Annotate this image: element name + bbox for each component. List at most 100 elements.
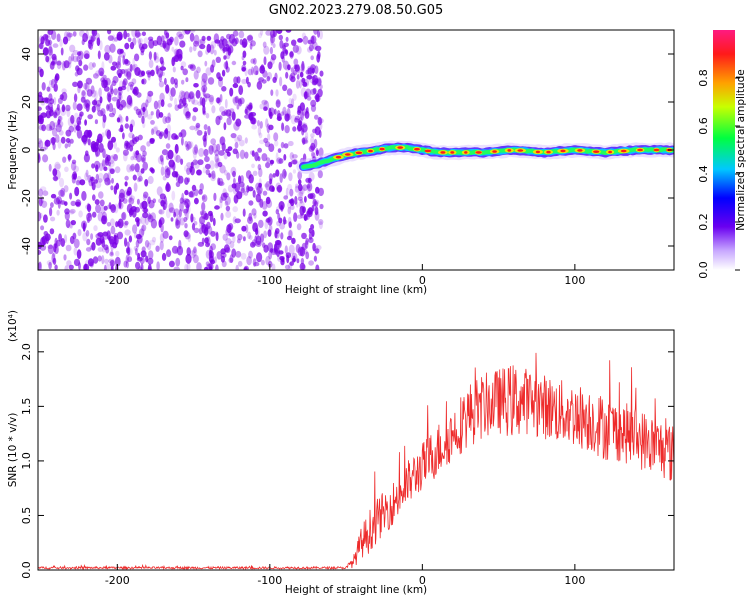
noise-speckle bbox=[107, 30, 112, 35]
noise-speckle bbox=[229, 254, 234, 263]
noise-speckle bbox=[262, 210, 268, 217]
noise-speckle bbox=[132, 57, 136, 67]
noise-speckle bbox=[166, 167, 171, 176]
noise-speckle bbox=[270, 33, 275, 39]
noise-speckle bbox=[221, 86, 227, 92]
noise-speckle bbox=[113, 154, 118, 162]
noise-speckle bbox=[213, 49, 217, 56]
noise-speckle bbox=[244, 137, 248, 144]
noise-speckle bbox=[287, 229, 294, 239]
noise-speckle bbox=[210, 138, 216, 145]
noise-speckle bbox=[261, 79, 267, 84]
noise-speckle bbox=[296, 74, 300, 80]
noise-speckle bbox=[106, 230, 111, 240]
noise-speckle bbox=[110, 250, 114, 256]
noise-speckle bbox=[168, 207, 175, 214]
noise-speckle bbox=[252, 258, 257, 267]
noise-speckle bbox=[303, 213, 307, 222]
noise-speckle bbox=[86, 202, 90, 211]
noise-speckle bbox=[50, 216, 56, 222]
noise-speckle bbox=[285, 71, 289, 79]
noise-speckle bbox=[318, 221, 323, 230]
noise-speckle bbox=[254, 235, 258, 244]
noise-speckle bbox=[72, 81, 78, 88]
track-peak bbox=[414, 147, 420, 151]
spectrogram-y-tick-label: -40 bbox=[20, 237, 33, 255]
noise-speckle bbox=[204, 213, 209, 221]
noise-speckle bbox=[54, 237, 58, 246]
noise-speckle bbox=[233, 177, 236, 185]
noise-speckle bbox=[263, 45, 270, 55]
noise-speckle bbox=[252, 170, 258, 176]
noise-speckle bbox=[113, 234, 117, 245]
noise-speckle bbox=[108, 155, 115, 165]
noise-speckle bbox=[76, 175, 82, 184]
noise-speckle bbox=[211, 105, 216, 114]
noise-speckle bbox=[219, 164, 226, 174]
noise-speckle bbox=[150, 120, 155, 125]
noise-speckle bbox=[252, 187, 256, 194]
noise-speckle bbox=[38, 124, 44, 131]
noise-speckle bbox=[185, 111, 191, 119]
noise-speckle bbox=[232, 206, 238, 213]
noise-speckle bbox=[110, 226, 116, 235]
noise-speckle bbox=[186, 262, 191, 270]
noise-speckle bbox=[201, 202, 206, 212]
noise-speckle bbox=[206, 43, 212, 53]
spectrogram-x-tick-label: -100 bbox=[257, 274, 282, 287]
noise-speckle bbox=[230, 166, 237, 176]
noise-speckle bbox=[255, 70, 259, 76]
noise-speckle bbox=[174, 36, 179, 46]
noise-speckle bbox=[131, 78, 137, 85]
noise-speckle bbox=[207, 125, 211, 136]
noise-speckle bbox=[210, 173, 217, 182]
noise-speckle bbox=[301, 32, 306, 40]
noise-speckle bbox=[103, 205, 108, 211]
noise-speckle bbox=[174, 143, 179, 154]
noise-speckle bbox=[203, 138, 207, 148]
noise-speckle bbox=[129, 145, 134, 152]
noise-speckle bbox=[159, 66, 166, 71]
noise-speckle bbox=[99, 96, 103, 104]
noise-speckle bbox=[45, 110, 52, 119]
noise-speckle bbox=[69, 44, 76, 53]
noise-speckle bbox=[199, 38, 206, 45]
noise-speckle bbox=[286, 88, 293, 96]
noise-speckle bbox=[155, 65, 159, 75]
noise-speckle bbox=[238, 175, 242, 185]
colorbar-tick-label: 0.8 bbox=[697, 69, 710, 87]
noise-speckle bbox=[62, 36, 69, 45]
noise-speckle bbox=[141, 78, 145, 85]
noise-speckle bbox=[183, 106, 190, 117]
noise-speckle bbox=[97, 110, 104, 117]
noise-speckle bbox=[98, 237, 102, 245]
noise-speckle bbox=[217, 177, 221, 186]
noise-speckle bbox=[246, 35, 253, 41]
noise-speckle bbox=[238, 85, 244, 96]
noise-speckle bbox=[224, 169, 228, 176]
noise-speckle bbox=[85, 30, 89, 39]
noise-speckle bbox=[42, 46, 48, 56]
noise-speckle bbox=[303, 78, 310, 87]
noise-speckle bbox=[161, 149, 169, 156]
noise-speckle bbox=[38, 211, 42, 222]
noise-speckle bbox=[286, 235, 292, 241]
noise-speckle bbox=[159, 240, 164, 251]
noise-speckle bbox=[134, 30, 141, 39]
noise-speckle bbox=[282, 84, 288, 92]
noise-speckle bbox=[121, 211, 127, 221]
noise-speckle bbox=[122, 198, 128, 204]
noise-speckle bbox=[310, 99, 317, 107]
noise-speckle bbox=[41, 200, 48, 208]
noise-speckle bbox=[195, 89, 201, 99]
noise-speckle bbox=[232, 30, 239, 37]
noise-speckle bbox=[192, 248, 198, 257]
noise-speckle bbox=[228, 33, 236, 44]
noise-speckle bbox=[184, 189, 189, 196]
noise-speckle bbox=[122, 149, 129, 156]
noise-speckle bbox=[91, 241, 96, 251]
noise-speckle bbox=[135, 247, 138, 256]
noise-speckle bbox=[295, 45, 302, 55]
noise-speckle bbox=[287, 206, 292, 215]
noise-speckle bbox=[172, 66, 176, 73]
